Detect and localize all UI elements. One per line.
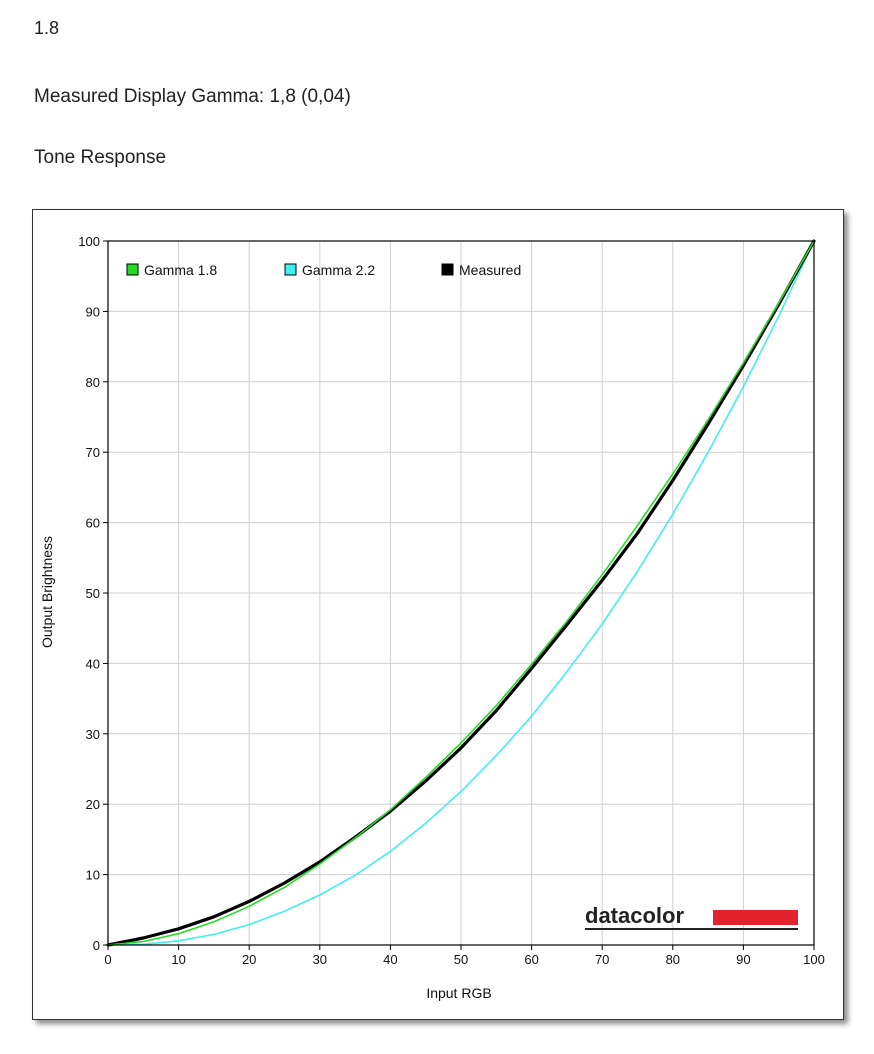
- x-tick-label: 60: [524, 952, 538, 967]
- series-line-gamma-2-2: [107, 240, 815, 946]
- measured-gamma-heading: Measured Display Gamma: 1,8 (0,04): [34, 86, 351, 107]
- x-tick-label: 50: [454, 952, 468, 967]
- y-axis-label: Output Brightness: [39, 536, 55, 648]
- legend-label: Measured: [459, 262, 521, 278]
- y-tick-label: 90: [86, 304, 100, 319]
- datacolor-logo-bar: [713, 910, 798, 925]
- y-tick-label: 100: [78, 234, 100, 249]
- x-tick-label: 90: [736, 952, 750, 967]
- series-lines: [106, 239, 816, 947]
- tone-response-chart: 0 10 20 30 40 50 60 70 80 90 100 0 10 20 30 40 50 60 70 80…: [32, 209, 844, 1020]
- series-line-measured: [106, 239, 816, 947]
- tone-response-heading: Tone Response: [34, 147, 167, 168]
- legend-label: Gamma 2.2: [302, 262, 375, 278]
- y-tick-label: 80: [86, 375, 100, 390]
- legend-swatch: [441, 263, 454, 276]
- legend-swatch: [126, 263, 139, 276]
- x-tick-label: 100: [803, 952, 825, 967]
- y-tick-labels: 0 10 20 30 40 50 60 70 80 90 100: [78, 234, 108, 953]
- x-tick-labels: 0 10 20 30 40 50 60 70 80 90 100: [104, 945, 825, 967]
- y-tick-label: 30: [86, 727, 100, 742]
- x-tick-label: 20: [242, 952, 256, 967]
- y-tick-label: 50: [86, 586, 100, 601]
- legend-swatch: [284, 263, 297, 276]
- y-tick-label: 40: [86, 656, 100, 671]
- x-axis-label: Input RGB: [426, 985, 491, 1001]
- legend-label: Gamma 1.8: [144, 262, 217, 278]
- datacolor-logo-text: datacolor: [585, 903, 684, 928]
- x-tick-label: 40: [383, 952, 397, 967]
- grid: [108, 241, 814, 945]
- gamma-value-heading: 1.8: [34, 18, 60, 38]
- x-tick-label: 0: [104, 952, 111, 967]
- y-tick-label: 10: [86, 868, 100, 883]
- x-tick-label: 10: [171, 952, 185, 967]
- y-tick-label: 20: [86, 797, 100, 812]
- chart-svg: 0 10 20 30 40 50 60 70 80 90 100 0 10 20 30 40 50 60 70 80…: [39, 234, 825, 1001]
- x-tick-label: 30: [313, 952, 327, 967]
- x-tick-label: 80: [666, 952, 680, 967]
- datacolor-logo: datacolor: [585, 903, 798, 930]
- y-tick-label: 0: [93, 938, 100, 953]
- x-tick-label: 70: [595, 952, 609, 967]
- legend: Gamma 1.8 Gamma 2.2 Measured: [126, 262, 521, 278]
- series-line-gamma-1-8: [107, 240, 815, 946]
- y-tick-label: 70: [86, 445, 100, 460]
- datacolor-logo-underline: [585, 928, 798, 930]
- y-tick-label: 60: [86, 516, 100, 531]
